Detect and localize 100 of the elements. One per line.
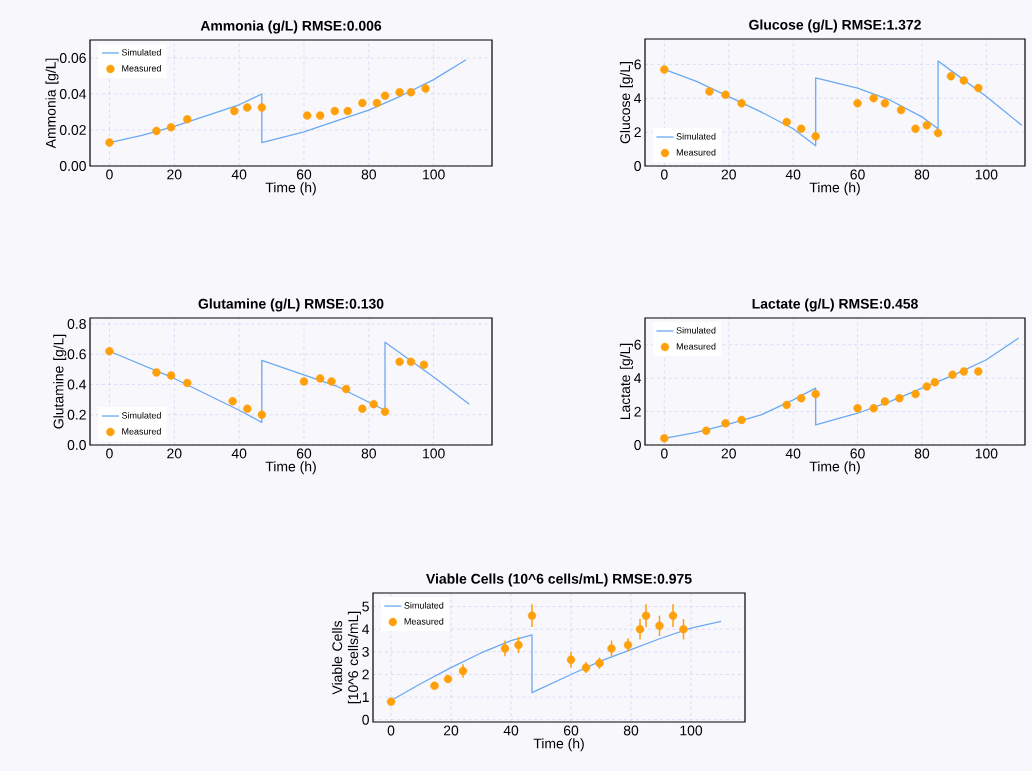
point <box>228 396 237 406</box>
point <box>737 415 746 425</box>
y-tick-label: 0.0 <box>67 440 86 450</box>
legend-label: Measured <box>122 64 161 72</box>
point <box>257 410 267 419</box>
x-tick-label: 100 <box>680 725 703 736</box>
x-tick-label: 0 <box>661 448 668 459</box>
point <box>380 91 390 100</box>
point <box>419 360 429 370</box>
point <box>303 111 312 120</box>
x-tick-label: 60 <box>850 448 865 459</box>
point <box>668 611 678 620</box>
y-tick-label: 0.04 <box>59 89 87 99</box>
point <box>183 378 192 388</box>
point <box>230 106 239 116</box>
x-tick-label: 0 <box>106 448 113 459</box>
point <box>358 98 367 108</box>
point <box>443 674 453 684</box>
point <box>895 394 904 403</box>
point <box>811 389 820 399</box>
point <box>797 394 806 403</box>
x-tick-label: 40 <box>231 169 247 180</box>
y-tick-label: 2 <box>634 127 641 137</box>
chart-title: Viable Cells (10^6 cells/mL) RMSE:0.975 <box>426 573 692 587</box>
x-tick-label: 40 <box>785 169 801 180</box>
point <box>933 128 943 138</box>
point <box>566 655 576 664</box>
point <box>922 382 931 391</box>
y-tick-label: 0.00 <box>59 161 86 171</box>
x-tick-label: 0 <box>387 725 395 736</box>
y-tick-label: 0.2 <box>67 409 86 420</box>
chart-title: Ammonia (g/L) RMSE:0.006 <box>200 20 382 34</box>
point <box>299 377 309 386</box>
legend-label: Simulated <box>676 326 716 334</box>
chart-title: Glutamine (g/L) RMSE:0.130 <box>198 298 384 312</box>
point <box>514 640 523 650</box>
point <box>607 644 616 653</box>
y-tick-label: 0.06 <box>59 53 86 63</box>
point <box>358 404 367 413</box>
point <box>679 625 688 634</box>
point <box>458 666 468 676</box>
point <box>930 378 940 387</box>
point <box>380 407 390 416</box>
point <box>430 681 439 690</box>
x-tick-label: 80 <box>361 169 377 180</box>
y-tick-label: 0 <box>634 161 641 171</box>
chart-title: Lactate (g/L) RMSE:0.458 <box>752 298 918 312</box>
point <box>152 368 161 377</box>
point <box>105 138 114 147</box>
point <box>421 84 430 93</box>
legend-label: Simulated <box>676 133 716 140</box>
x-tick-label: 0 <box>106 169 113 180</box>
point <box>911 389 920 399</box>
x-axis-title: Time (h) <box>809 461 860 475</box>
legend-label: Measured <box>122 427 161 435</box>
x-tick-label: 20 <box>443 725 459 736</box>
x-tick-label: 40 <box>503 725 519 736</box>
point <box>166 123 176 132</box>
legend-label: Simulated <box>121 48 161 56</box>
x-tick-label: 80 <box>914 169 930 180</box>
point <box>959 76 969 85</box>
y-tick-label: 2 <box>362 669 369 680</box>
point <box>702 426 711 435</box>
point <box>911 124 920 133</box>
y-tick-label: 4 <box>634 93 642 104</box>
point <box>105 347 114 356</box>
point <box>853 404 862 413</box>
point <box>737 99 746 108</box>
y-tick-label: 0.6 <box>67 349 86 360</box>
x-tick-label: 20 <box>721 448 736 459</box>
point <box>782 400 791 410</box>
point <box>406 87 416 97</box>
y-tick-label: 6 <box>634 59 641 70</box>
point <box>948 370 957 380</box>
x-tick-label: 60 <box>563 725 579 736</box>
x-axis-title: Time (h) <box>265 182 316 196</box>
point <box>341 384 351 394</box>
point <box>946 72 956 81</box>
point <box>974 83 983 93</box>
y-axis-title: Lactate [g/L] <box>619 343 633 420</box>
point <box>343 106 352 116</box>
point <box>660 434 669 443</box>
y-tick-label: 0.02 <box>59 125 86 135</box>
y-axis-title: Glucose [g/L] <box>619 62 633 144</box>
legend-label: Simulated <box>121 412 161 419</box>
x-tick-label: 80 <box>914 448 930 459</box>
point <box>315 111 325 120</box>
y-tick-label: 4 <box>362 624 370 635</box>
point <box>974 367 983 376</box>
point <box>623 640 633 650</box>
x-tick-label: 80 <box>361 448 377 459</box>
point <box>527 611 537 620</box>
point <box>152 126 161 136</box>
point <box>896 105 906 115</box>
x-tick-label: 100 <box>423 169 445 180</box>
point <box>641 611 651 620</box>
point <box>705 87 714 96</box>
y-tick-label: 0 <box>634 440 641 450</box>
point <box>406 357 416 367</box>
point <box>922 121 931 130</box>
